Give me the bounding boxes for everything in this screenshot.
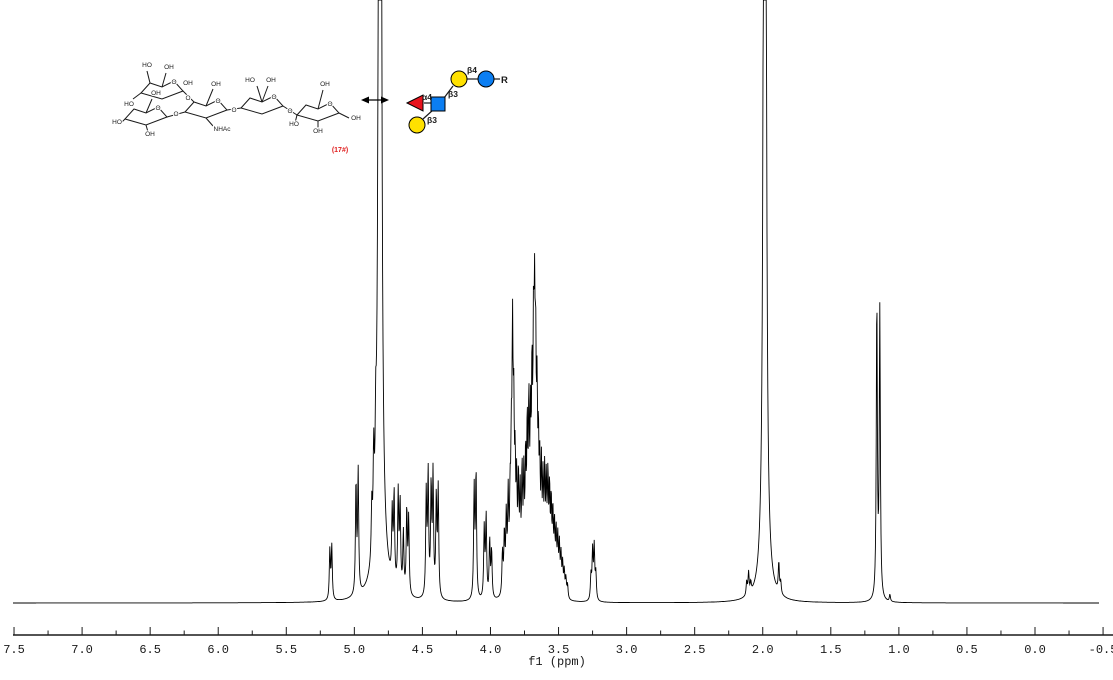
bond (256, 85, 263, 103)
atom-label: O (185, 95, 190, 102)
atom-label: O (231, 107, 236, 114)
compound-number-label: (17#) (332, 147, 348, 154)
arrow-head-right (381, 96, 389, 104)
tick-label: 1.5 (820, 643, 842, 657)
bond (282, 105, 298, 116)
atom-label: OH (183, 80, 193, 87)
bond (132, 92, 142, 100)
linkage-label: α4 (422, 92, 432, 102)
atom-label: OH (313, 128, 323, 135)
x-axis: 7.5 7.0 6.5 6.0 5.5 5.0 4.5 4.0 3.5 3.0 2.5 2.0 1.5 1… (3, 627, 1113, 669)
glcnac-symbol (430, 96, 446, 112)
tick-label: 7.5 (3, 643, 25, 657)
atom-label: OH (351, 115, 361, 122)
glycan-symbols (405, 70, 495, 134)
tick-label: 6.0 (207, 643, 229, 657)
x-axis-ticks (13, 627, 1104, 635)
bond (182, 90, 195, 103)
tick-label: 0.0 (1024, 643, 1046, 657)
sugar-ring (240, 95, 284, 115)
glucose-symbol (477, 70, 495, 88)
bond (317, 89, 324, 110)
atom-label: HO (124, 101, 134, 108)
tick-label: -0.5 (1089, 643, 1113, 657)
bond (205, 117, 214, 127)
linkage-line (443, 85, 454, 99)
bond (338, 112, 350, 119)
sugar-ring (124, 106, 168, 126)
atom-label: HO (245, 77, 255, 84)
tick-label: 7.0 (71, 643, 93, 657)
atom-label: OH (164, 64, 174, 71)
tick-label: 4.5 (412, 643, 434, 657)
linkage-label: β3 (448, 89, 458, 99)
tick-label: 1.0 (888, 643, 910, 657)
bond (146, 70, 151, 84)
tick-label: 4.0 (480, 643, 502, 657)
tick-label: 6.5 (139, 643, 161, 657)
atom-label: OH (266, 77, 276, 84)
atom-label: OH (151, 90, 161, 97)
bond (166, 111, 186, 118)
x-axis-tick-labels: 7.5 7.0 6.5 6.0 5.5 5.0 4.5 4.0 3.5 3.0 2.5 2.0 1.5 1… (3, 643, 1113, 657)
chemical-structure (120, 70, 350, 133)
atom-label: OH (145, 131, 155, 138)
galactose-lower-symbol (408, 116, 426, 134)
reducing-end-r-label: R (501, 75, 508, 86)
atom-label: O (327, 101, 332, 108)
atom-label: HO (112, 119, 122, 126)
atom-label: O (215, 98, 220, 105)
atom-label: HO (142, 62, 152, 69)
tick-label: 2.5 (684, 643, 706, 657)
bond (261, 85, 269, 103)
arrow-head-left (361, 96, 369, 104)
sugar-ring (184, 99, 228, 119)
tick-label: 5.0 (344, 643, 366, 657)
bond (226, 107, 242, 111)
atom-label: O (155, 105, 160, 112)
atom-label: OH (211, 81, 221, 88)
galactose-upper-symbol (450, 70, 468, 88)
tick-label: 0.5 (956, 643, 978, 657)
linkage-label: β3 (427, 115, 437, 125)
linkage-label: β4 (467, 65, 477, 75)
tick-label: 3.0 (616, 643, 638, 657)
atom-label: HO (289, 121, 299, 128)
x-axis-title: f1 (ppm) (528, 655, 586, 669)
bond (161, 72, 167, 88)
bond (145, 98, 153, 114)
sugar-ring (140, 80, 184, 100)
bond (145, 124, 149, 133)
bond (294, 114, 298, 124)
sugar-ring (296, 102, 340, 122)
glycan-linkage-labels: α4 β3 β4 β3 (422, 65, 477, 125)
fucose-symbol (405, 94, 424, 112)
atom-label: O (171, 79, 176, 86)
assignment-arrow (361, 96, 389, 104)
tick-label: 2.0 (752, 643, 774, 657)
nmr-trace (13, 0, 1099, 604)
bond (205, 88, 214, 107)
atom-label: O (271, 94, 276, 101)
atom-label: O (173, 111, 178, 118)
tick-label: 5.5 (275, 643, 297, 657)
atom-label: NHAc (214, 126, 232, 133)
atom-label: O (287, 108, 292, 115)
tick-label: 3.5 (548, 643, 570, 657)
bond (120, 118, 126, 124)
atom-label: OH (320, 81, 330, 88)
